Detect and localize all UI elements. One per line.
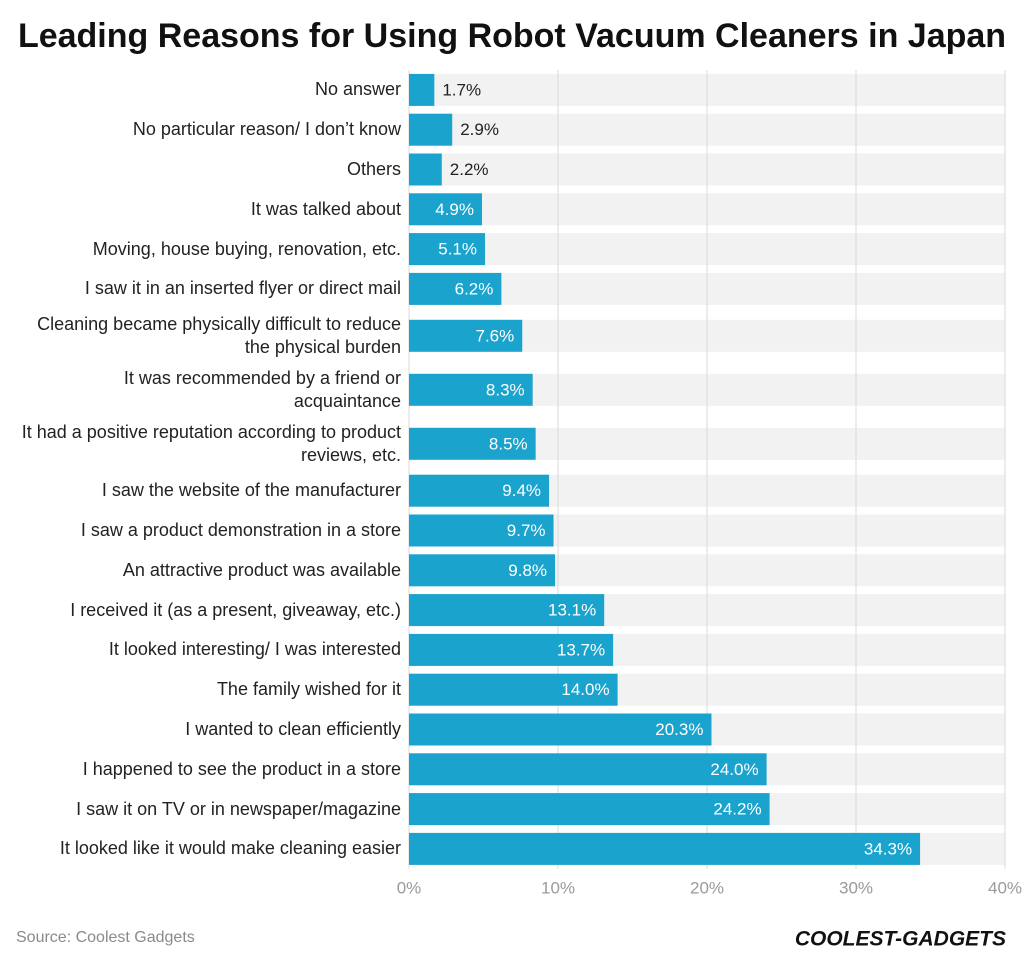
value-label: 8.3% [486,380,525,399]
y-tick-label: The family wished for it [216,679,401,700]
x-tick-label: 20% [690,878,724,897]
bar [409,373,533,406]
y-tick-label: An attractive product was available [122,559,401,580]
source: Source: Coolest Gadgets [16,929,195,946]
x-tick-label: 30% [839,878,873,897]
value-label: 14.0% [561,680,609,699]
bar [409,319,523,352]
x-tick-label: 40% [988,878,1022,897]
value-label: 9.7% [507,521,546,540]
value-label: 5.1% [438,240,477,259]
value-label: 13.7% [557,640,605,659]
value-label: 20.3% [655,720,703,739]
y-tick-label: I saw a product demonstration in a store [80,520,401,540]
y-tick-label: I saw the website of the manufacturer [101,480,401,501]
value-label: 7.6% [475,326,514,345]
y-tick-label: Cleaning became physically difficult to … [37,313,401,357]
value-label: 34.3% [864,839,912,858]
bar [409,272,502,305]
y-tick-label: No answer [314,79,401,100]
y-tick-label: No particular reason/ I don’t know [132,119,401,140]
value-label: 1.7% [442,80,481,99]
brand-logo: COOLEST-GADGETS [795,928,1006,951]
bar [409,793,770,826]
y-tick-label: It looked like it would make cleaning ea… [59,838,401,859]
y-tick-label: It looked interesting/ I was interested [108,639,401,660]
value-label: 9.4% [502,481,541,500]
y-tick-label: I saw it on TV or in newspaper/magazine [76,798,401,819]
y-tick-label: It had a positive reputation according t… [21,421,401,465]
y-tick-label: It was talked about [250,198,401,219]
chart-title: Leading Reasons for Using Robot Vacuum C… [18,17,1006,55]
value-label: 2.2% [450,160,489,179]
y-tick-label: I received it (as a present, giveaway, e… [70,599,401,620]
bar [409,153,442,186]
bar [409,427,536,460]
bar [409,113,453,146]
value-label: 6.2% [455,279,494,298]
value-label: 2.9% [460,120,499,139]
bar [409,73,435,106]
value-label: 24.2% [713,800,761,819]
y-tick-label: Others [346,159,401,179]
bar [409,594,605,627]
value-label: 9.8% [508,561,547,580]
x-tick-label: 0% [397,878,422,897]
y-tick-label: I wanted to clean efficiently [185,719,401,739]
y-tick-label: It was recommended by a friend or acquai… [123,367,401,411]
y-tick-label: Moving, house buying, renovation, etc. [92,238,401,259]
bar [409,633,614,666]
bar [409,673,618,706]
bar [409,514,554,547]
bar [409,832,921,865]
bar [409,233,485,266]
value-label: 4.9% [435,200,474,219]
y-tick-label: I happened to see the product in a store [82,758,401,779]
bar [409,474,550,507]
y-tick-label: I saw it in an inserted flyer or direct … [84,278,401,299]
value-label: 8.5% [489,434,528,453]
bar [409,193,483,226]
value-label: 24.0% [710,760,758,779]
bar [409,554,556,587]
value-label: 13.1% [548,601,596,620]
bar [409,753,767,786]
bar [409,713,712,746]
x-tick-label: 10% [541,878,575,897]
